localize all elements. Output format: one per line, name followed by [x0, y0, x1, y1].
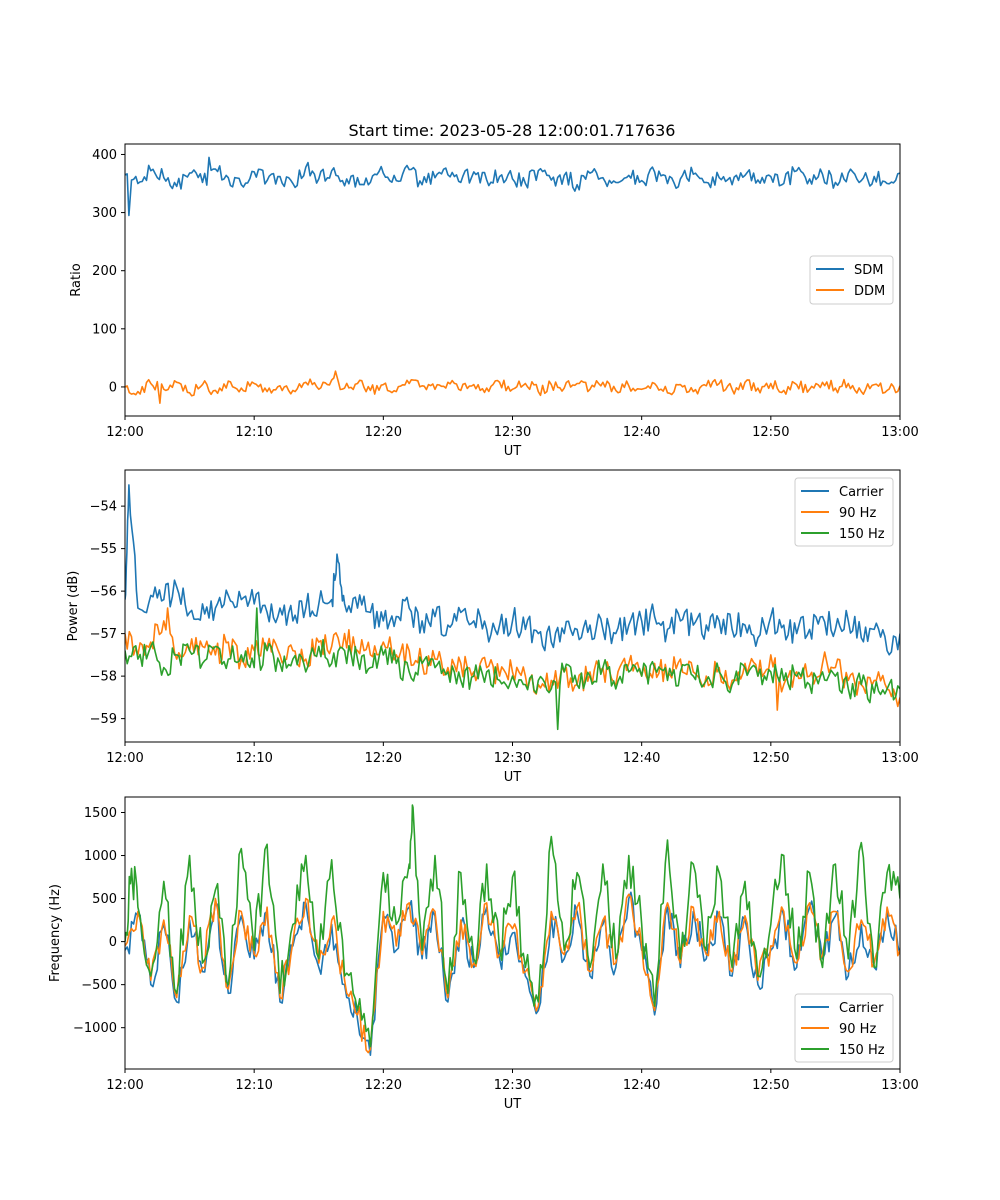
y-axis-label: Ratio [69, 263, 84, 296]
legend-label: SDM [854, 263, 883, 278]
x-tick-label: 12:10 [235, 1078, 272, 1093]
x-axis-label: UT [504, 444, 522, 459]
x-tick-label: 12:00 [106, 425, 143, 440]
x-tick-label: 13:00 [881, 1078, 918, 1093]
legend-label: 150 Hz [839, 527, 885, 542]
x-tick-label: 12:40 [623, 751, 660, 766]
power-panel: 12:00 12:10 12:20 12:30 12:40 12:50 13:00 UT −59… [66, 469, 919, 785]
series-group [125, 156, 900, 404]
x-tick-label: 12:50 [752, 1078, 789, 1093]
x-tick-label: 12:30 [494, 751, 531, 766]
series-line-150-hz [125, 804, 900, 1048]
y-axis-label: Power (dB) [66, 571, 81, 642]
x-tick-label: 12:20 [365, 751, 402, 766]
x-tick-label: 12:30 [494, 425, 531, 440]
x-tick-label: 13:00 [881, 425, 918, 440]
x-tick-label: 12:20 [365, 425, 402, 440]
x-tick-label: 12:30 [494, 1078, 531, 1093]
series-line-150-hz [125, 607, 900, 731]
y-tick-label: 200 [92, 264, 117, 279]
ratio-panel: 12:00 12:10 12:20 12:30 12:40 12:50 13:00 UT 0 10… [69, 143, 919, 459]
x-axis-label: UT [504, 1097, 522, 1112]
legend-label: Carrier [839, 485, 884, 500]
x-tick-label: 12:10 [235, 425, 272, 440]
frequency-panel: 12:00 12:10 12:20 12:30 12:40 12:50 13:00 UT −10… [48, 796, 919, 1112]
y-tick-label: 100 [92, 322, 117, 337]
legend: SDM DDM [809, 255, 894, 305]
y-axis-label: Frequency (Hz) [48, 884, 63, 982]
y-tick-label: 0 [109, 380, 117, 395]
legend-label: 90 Hz [839, 1022, 876, 1037]
x-tick-label: 12:50 [752, 425, 789, 440]
y-tick-label: 1000 [84, 849, 117, 864]
legend: Carrier 90 Hz 150 Hz [794, 477, 894, 547]
x-tick-label: 13:00 [881, 751, 918, 766]
x-tick-label: 12:40 [623, 1078, 660, 1093]
y-tick-label: −55 [90, 542, 117, 557]
legend: Carrier 90 Hz 150 Hz [794, 993, 894, 1063]
series-line-90-hz [125, 893, 900, 1054]
y-tick-label: −57 [90, 627, 117, 642]
series-line-sdm [125, 156, 900, 217]
y-tick-label: 1500 [84, 806, 117, 821]
legend-box [794, 477, 894, 547]
y-tick-label: −1000 [73, 1021, 117, 1036]
x-tick-label: 12:00 [106, 751, 143, 766]
y-tick-label: 400 [92, 148, 117, 163]
y-tick-label: 0 [109, 935, 117, 950]
x-tick-label: 12:20 [365, 1078, 402, 1093]
y-tick-label: 500 [92, 892, 117, 907]
series-group [125, 804, 900, 1056]
legend-label: Carrier [839, 1001, 884, 1016]
y-tick-label: −59 [90, 712, 117, 727]
figure-title: Start time: 2023-05-28 12:00:01.717636 [349, 121, 676, 140]
y-tick-label: −500 [81, 978, 117, 993]
y-tick-label: −54 [90, 500, 117, 515]
legend-label: DDM [854, 284, 885, 299]
x-tick-label: 12:40 [623, 425, 660, 440]
x-tick-label: 12:10 [235, 751, 272, 766]
series-group [125, 484, 900, 731]
legend-label: 150 Hz [839, 1043, 885, 1058]
y-tick-label: −56 [90, 585, 117, 600]
series-line-carrier [125, 484, 900, 656]
series-line-ddm [125, 370, 900, 404]
x-tick-label: 12:00 [106, 1078, 143, 1093]
y-tick-label: −58 [90, 670, 117, 685]
x-axis-label: UT [504, 770, 522, 785]
legend-label: 90 Hz [839, 506, 876, 521]
y-tick-label: 300 [92, 206, 117, 221]
x-tick-label: 12:50 [752, 751, 789, 766]
axes-frame [124, 469, 901, 743]
legend-box [794, 993, 894, 1063]
